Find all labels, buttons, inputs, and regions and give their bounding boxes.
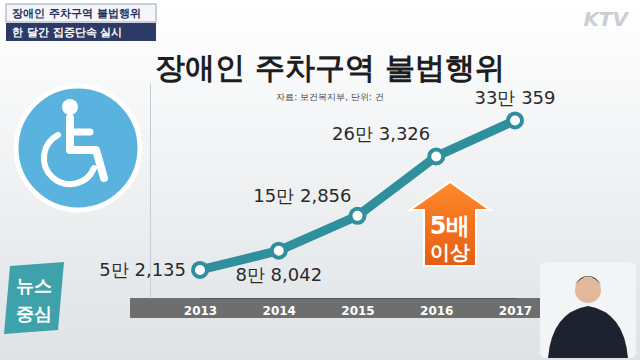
icon-arm (70, 129, 90, 136)
wheelchair-icon (16, 86, 140, 210)
annotation-part: 5배 (430, 212, 471, 240)
x-tick: 2014 (263, 298, 296, 318)
annotation-part: 이상 (430, 240, 470, 264)
data-point (351, 209, 365, 223)
icon-body (70, 118, 104, 178)
subheadline: 한 달간 집중단속 실시 (12, 26, 123, 39)
data-labels: 5만 2,135 8만 8,042 15만 2,856 26만 3,326 33만 35… (99, 87, 555, 284)
icon-head (62, 99, 78, 115)
interpreter-inset (540, 262, 636, 358)
interpreter-head (575, 277, 601, 303)
program-name: 뉴스 (16, 275, 52, 296)
data-point (429, 149, 443, 163)
x-tick-label: 2014 (263, 304, 296, 318)
annotation-arrow (410, 182, 490, 266)
program-name: 중심 (16, 303, 52, 324)
data-point (508, 113, 522, 127)
subheadline-box (6, 23, 156, 41)
headline-box (6, 4, 156, 22)
x-tick-label: 2013 (184, 304, 217, 318)
channel-logo: KTV (583, 7, 629, 31)
data-line (200, 120, 515, 270)
data-label: 33만 359 (475, 87, 556, 108)
interpreter-body (548, 306, 628, 358)
x-axis-line (201, 298, 516, 299)
x-tick-label: 2016 (420, 304, 453, 318)
x-tick: 2013 (184, 298, 217, 318)
data-point (193, 263, 207, 277)
x-tick: 2016 (420, 298, 453, 318)
program-logo: 뉴스중심 (4, 262, 64, 334)
chart-title: 장애인 주차구역 불법행위 (155, 50, 506, 85)
x-tick: 2015 (341, 298, 374, 318)
program-logo-bg (4, 262, 64, 334)
x-axis: 2013 2014 2015 2016 2017 (184, 298, 532, 318)
data-label: 8만 8,042 (235, 264, 322, 285)
interpreter-hair (575, 276, 601, 285)
annotation: 5배이상 (430, 212, 471, 264)
data-label: 5만 2,135 (99, 259, 186, 280)
icon-wheel (44, 135, 94, 184)
data-point (272, 244, 286, 258)
arrow-shape (410, 182, 490, 266)
data-label: 15만 2,856 (253, 185, 351, 206)
chart-subtitle: 자료: 보건복지부, 단위: 건 (276, 92, 384, 102)
x-tick-label: 2017 (499, 304, 532, 318)
plot-marks (193, 113, 522, 277)
chart-canvas: 장애인 주차구역 불법행위한 달간 집중단속 실시KTV장애인 주차구역 불법행… (0, 0, 640, 360)
x-tick: 2017 (499, 298, 532, 318)
headline: 장애인 주차구역 불법행위 (12, 7, 141, 20)
background (0, 0, 640, 360)
x-tick-label: 2015 (341, 304, 374, 318)
x-axis-band (130, 298, 560, 318)
icon-circle (16, 86, 140, 210)
inset-bg (540, 262, 636, 358)
data-label: 26만 3,326 (332, 123, 430, 144)
